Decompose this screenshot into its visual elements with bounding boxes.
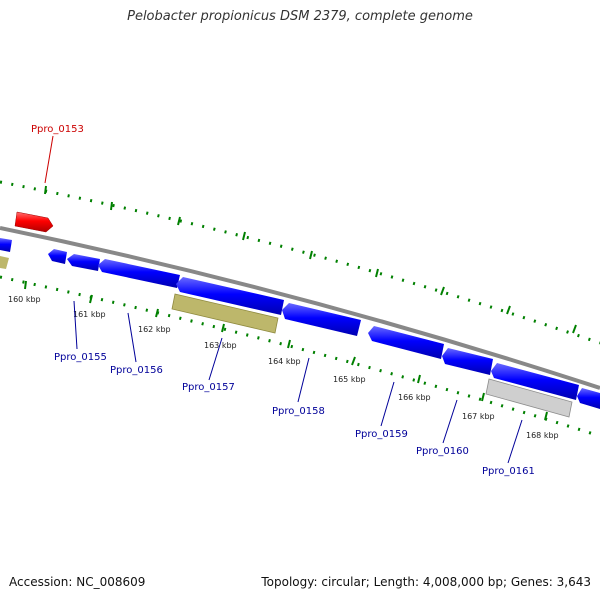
major-tick — [242, 231, 246, 241]
gene-block[interactable] — [282, 303, 361, 336]
major-tick — [309, 250, 313, 260]
gene-label-Ppro_0156[interactable]: Ppro_0156 — [110, 365, 163, 376]
tick-label: 168 kbp — [526, 431, 559, 440]
major-tick — [110, 201, 113, 211]
reverse-strand-genes — [0, 238, 600, 409]
major-tick — [221, 323, 225, 333]
leader-line-Ppro_0159 — [380, 381, 395, 427]
tick-label: 162 kbp — [138, 325, 171, 334]
leader-line-Ppro_0158 — [297, 357, 310, 403]
gene-block[interactable] — [577, 388, 600, 409]
genome-summary-text: Topology: circular; Length: 4,008,000 bp… — [261, 575, 591, 589]
tick-label: 164 kbp — [268, 357, 301, 366]
gene-block[interactable] — [442, 348, 493, 375]
gene-Ppro_0153[interactable] — [14, 211, 54, 233]
feature-grey[interactable] — [485, 378, 573, 418]
gene-block[interactable] — [176, 277, 284, 315]
major-tick — [572, 324, 577, 334]
major-tick — [375, 268, 379, 278]
major-tick — [155, 308, 159, 318]
inner-tick-track — [0, 275, 600, 438]
gene-block[interactable] — [48, 249, 67, 264]
major-tick — [89, 294, 93, 304]
feature-tan[interactable] — [171, 293, 279, 334]
major-tick — [417, 374, 421, 384]
major-tick — [544, 411, 548, 421]
leader-line-Ppro_0153 — [44, 135, 54, 184]
gene-label-Ppro_0159[interactable]: Ppro_0159 — [355, 429, 408, 440]
tick-label: 166 kbp — [398, 393, 431, 402]
gene-label-Ppro_0161[interactable]: Ppro_0161 — [482, 466, 535, 477]
feature-tan-left[interactable] — [0, 256, 9, 269]
major-tick — [44, 185, 47, 195]
gene-block[interactable] — [368, 326, 444, 359]
map-title: Pelobacter propionicus DSM 2379, complet… — [127, 9, 473, 24]
major-tick — [177, 216, 181, 226]
major-tick — [506, 305, 511, 315]
leader-line-Ppro_0155 — [73, 300, 78, 350]
leader-line-Ppro_0157 — [208, 337, 223, 381]
leader-line-Ppro_0161 — [507, 419, 523, 464]
accession-text: Accession: NC_008609 — [9, 575, 146, 589]
leader-line-Ppro_0156 — [127, 312, 137, 363]
tick-labels: 160 kbp 161 kbp 162 kbp 163 kbp 164 kbp … — [8, 295, 559, 440]
outer-tick-track — [0, 180, 600, 345]
leader-line-Ppro_0160 — [442, 399, 458, 444]
gene-labels: Ppro_0153 Ppro_0155 Ppro_0156 Ppro_0157 … — [31, 124, 535, 477]
major-tick — [24, 280, 27, 290]
tick-label: 165 kbp — [333, 375, 366, 384]
tick-label: 161 kbp — [73, 310, 106, 319]
gene-block[interactable] — [491, 363, 579, 400]
gene-label-Ppro_0153[interactable]: Ppro_0153 — [31, 124, 84, 135]
major-tick — [440, 286, 445, 296]
gene-leader-lines — [44, 135, 523, 464]
gene-label-Ppro_0155[interactable]: Ppro_0155 — [54, 352, 107, 363]
tick-label: 163 kbp — [204, 341, 237, 350]
gene-label-Ppro_0158[interactable]: Ppro_0158 — [272, 406, 325, 417]
tick-label: 167 kbp — [462, 412, 495, 421]
major-tick — [481, 392, 485, 402]
gene-block[interactable] — [98, 259, 180, 288]
gene-block[interactable] — [0, 238, 12, 252]
tick-label: 160 kbp — [8, 295, 41, 304]
gene-label-Ppro_0157[interactable]: Ppro_0157 — [182, 382, 235, 393]
major-tick — [351, 356, 356, 366]
genome-backbone — [0, 226, 600, 390]
major-tick — [287, 339, 291, 349]
gene-block[interactable] — [67, 254, 100, 271]
gene-label-Ppro_0160[interactable]: Ppro_0160 — [416, 446, 469, 457]
